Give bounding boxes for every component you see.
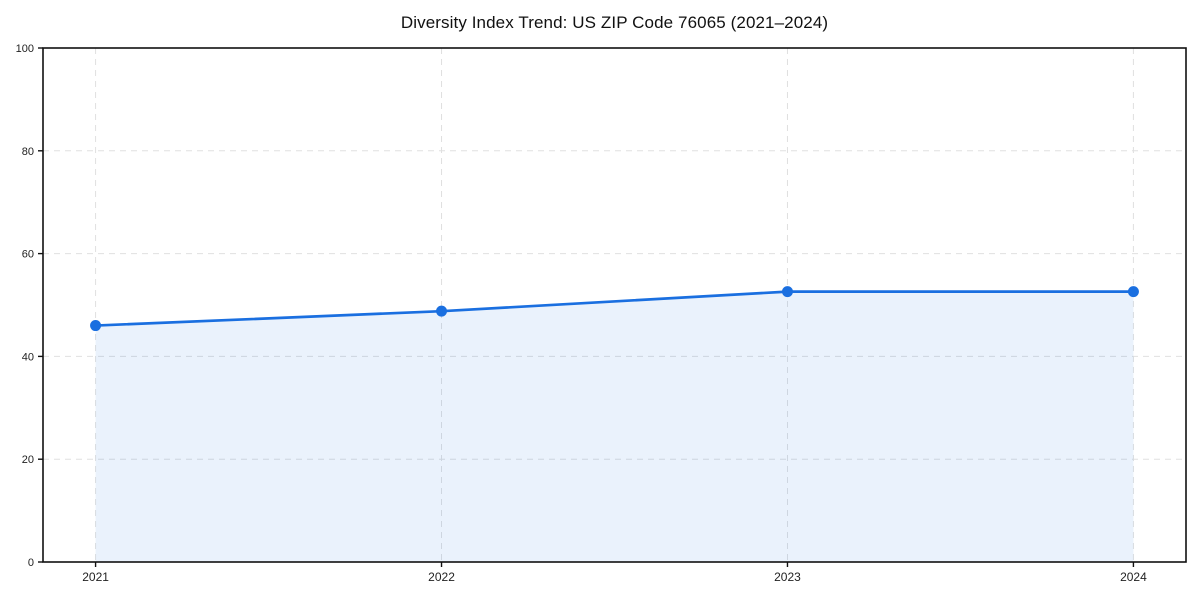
x-tick-label: 2022: [428, 570, 455, 584]
y-tick-label: 20: [22, 454, 34, 466]
x-tick-label: 2024: [1120, 570, 1147, 584]
y-tick-label: 40: [22, 351, 34, 363]
y-tick-label: 80: [22, 146, 34, 158]
y-tick-label: 60: [22, 249, 34, 261]
chart-title: Diversity Index Trend: US ZIP Code 76065…: [400, 13, 829, 32]
x-tick-label: 2021: [82, 570, 109, 584]
x-tick-label: 2023: [774, 570, 801, 584]
y-tick-label: 0: [28, 557, 34, 569]
data-point-2024: [1127, 286, 1139, 298]
y-tick-label: 100: [16, 43, 34, 55]
area-fill: [95, 291, 1134, 562]
data-point-2022: [436, 305, 448, 317]
data-point-2023: [781, 286, 793, 298]
axes-spines: [42, 47, 1187, 563]
data-point-2021: [90, 320, 102, 332]
trend-line: [94, 290, 1135, 327]
